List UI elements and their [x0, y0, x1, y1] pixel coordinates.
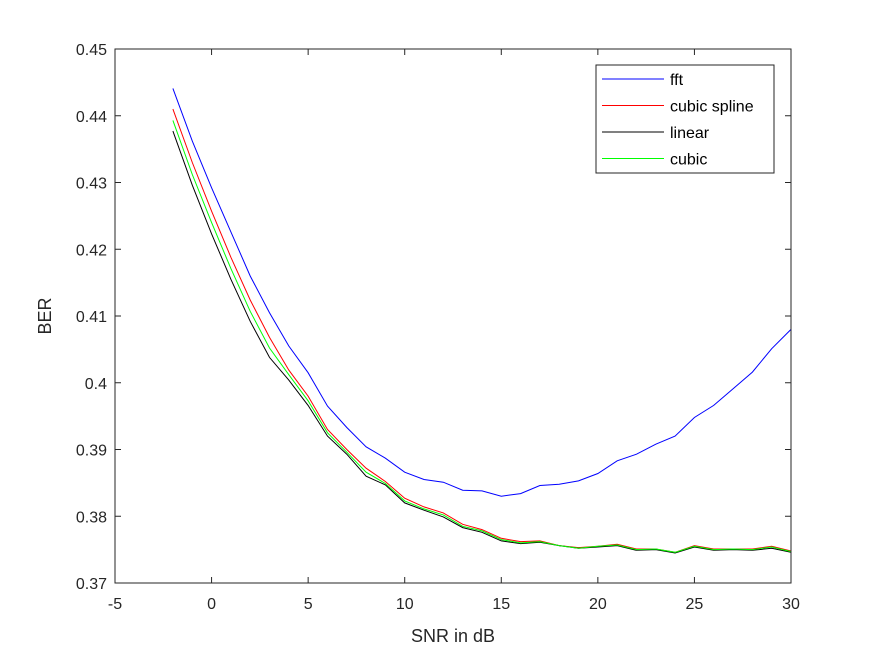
y-axis-label: BER	[35, 297, 55, 334]
y-tick-label: 0.37	[76, 576, 107, 593]
plot-lines	[172, 88, 792, 554]
x-tick-label: 15	[492, 596, 510, 613]
legend-label-1: cubic spline	[670, 99, 754, 116]
y-tick-label: 0.45	[76, 42, 107, 59]
y-tick-label: 0.39	[76, 443, 107, 460]
series-line-3	[172, 120, 792, 553]
y-tick-label: 0.43	[76, 176, 107, 193]
y-tick-label: 0.41	[76, 309, 107, 326]
legend-label-3: cubic	[670, 152, 707, 169]
y-tick-label: 0.38	[76, 509, 107, 526]
x-tick-label: 0	[207, 596, 216, 613]
legend-label-2: linear	[670, 125, 710, 142]
x-axis-label: SNR in dB	[411, 626, 495, 646]
x-tick-label: 20	[589, 596, 607, 613]
x-tick-label: 5	[304, 596, 313, 613]
legend-box	[595, 64, 775, 174]
series-line-2	[172, 130, 792, 554]
legend: fft cubic spline linear cubic	[595, 64, 775, 174]
y-tick-label: 0.44	[76, 109, 107, 126]
series-line-0	[172, 88, 792, 497]
y-tick-label: 0.4	[85, 376, 107, 393]
legend-label-0: fft	[670, 72, 684, 89]
x-tick-label: 30	[782, 596, 800, 613]
ticks: -5 0 5 10 15 20 25 30 0.37 0.38 0.39 0.4 0.41 0.42 0.4…	[76, 42, 800, 613]
x-tick-label: 10	[396, 596, 414, 613]
y-tick-label: 0.42	[76, 242, 107, 259]
x-tick-label: 25	[686, 596, 704, 613]
x-tick-label: -5	[108, 596, 122, 613]
